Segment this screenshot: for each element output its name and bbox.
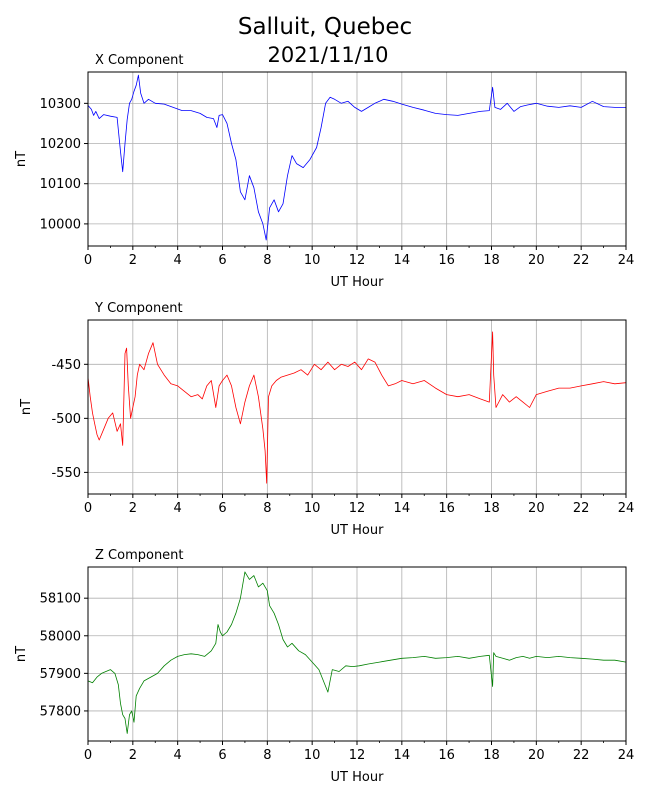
x-tick-label: 6 [218,501,226,516]
x-tick-label: 22 [573,501,590,516]
series-line-x [87,74,626,241]
x-tick-label: 4 [174,748,182,763]
x-tick-label: 4 [174,501,182,516]
series-line-z [87,571,627,734]
x-tick-label: 0 [84,501,92,516]
panel-title: Z Component [95,548,184,563]
x-tick-label: 14 [394,501,411,516]
x-tick-label: 18 [483,501,500,516]
chart-panels: 0 2 4 6 8 10 12 14 16 18 20 22 241000010100102001030… [14,53,634,785]
y-tick-label: 58000 [40,629,81,644]
x-tick-label: 4 [174,253,182,268]
x-tick-label: 20 [528,748,545,763]
figure-title-line2: 2021/11/10 [267,43,388,67]
y-tick-label: -500 [51,412,81,427]
x-tick-label: 12 [349,253,366,268]
y-tick-label: 10200 [40,137,81,152]
x-tick-label: 8 [263,501,271,516]
x-tick-label: 10 [304,501,321,516]
x-tick-label: 0 [84,748,92,763]
panel-title: X Component [95,53,184,68]
x-tick-label: 8 [263,748,271,763]
x-tick-label: 18 [483,748,500,763]
y-axis-label: nT [14,151,29,167]
x-tick-label: 20 [528,501,545,516]
y-tick-label: -450 [51,358,81,373]
y-tick-label: 10000 [40,217,81,232]
x-tick-label: 16 [438,501,455,516]
x-tick-label: 22 [573,748,590,763]
x-tick-label: 22 [573,253,590,268]
y-tick-label: 57900 [40,667,81,682]
panel-x-component: 0 2 4 6 8 10 12 14 16 18 20 22 241000010100102001030… [14,53,634,290]
panel-z-component: 0 2 4 6 8 10 12 14 16 18 20 22 245780057900580005810… [14,548,634,785]
y-axis-label: nT [14,646,29,662]
x-tick-label: 18 [483,253,500,268]
x-tick-label: 12 [349,501,366,516]
x-tick-label: 6 [218,748,226,763]
y-tick-label: -550 [51,466,81,481]
x-tick-label: 10 [304,253,321,268]
x-tick-label: 24 [618,748,635,763]
x-axis-label: UT Hour [331,275,385,290]
x-tick-label: 24 [618,501,635,516]
series-line-y [87,331,627,484]
y-tick-label: 10100 [40,177,81,192]
x-tick-label: 16 [438,253,455,268]
y-axis-label: nT [19,399,34,415]
x-tick-label: 2 [129,748,137,763]
figure-title-line1: Salluit, Quebec [238,14,412,40]
x-tick-label: 2 [129,253,137,268]
y-tick-label: 57800 [40,704,81,719]
x-tick-label: 24 [618,253,635,268]
panel-title: Y Component [94,301,183,316]
x-tick-label: 12 [349,748,366,763]
x-tick-label: 20 [528,253,545,268]
y-tick-label: 10300 [40,97,81,112]
x-tick-label: 0 [84,253,92,268]
x-tick-label: 6 [218,253,226,268]
x-tick-label: 14 [394,748,411,763]
x-tick-label: 2 [129,501,137,516]
x-tick-label: 8 [263,253,271,268]
x-tick-label: 10 [304,748,321,763]
x-tick-label: 14 [394,253,411,268]
x-axis-label: UT Hour [331,770,385,785]
y-tick-label: 58100 [40,592,81,607]
x-tick-label: 16 [438,748,455,763]
x-axis-label: UT Hour [331,523,385,538]
